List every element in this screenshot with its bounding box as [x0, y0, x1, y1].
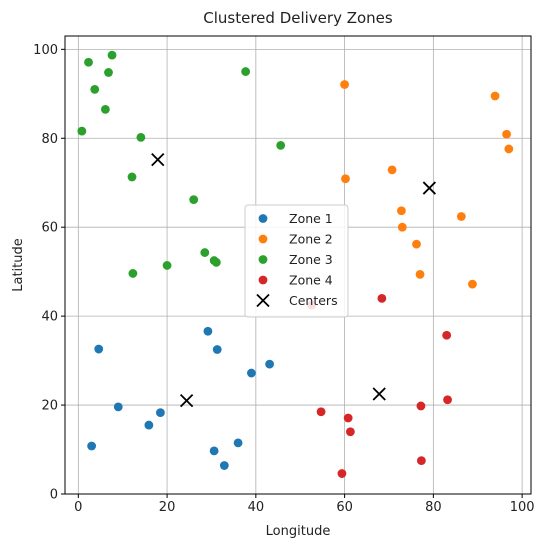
y-axis-label: Latitude	[11, 238, 26, 292]
zone-2-point	[340, 80, 349, 89]
series-zone-3	[77, 50, 286, 278]
marks-layer	[77, 50, 514, 478]
y-tick-label: 40	[41, 310, 58, 325]
zone-1-point	[265, 359, 274, 369]
legend-label-zone-3: Zone 3	[289, 252, 333, 267]
x-tick-label: 0	[74, 500, 82, 515]
x-tick-label: 80	[425, 500, 442, 515]
zone-4-point	[343, 413, 353, 423]
zone-2-point	[397, 222, 407, 232]
zone-1-point	[94, 344, 104, 354]
series-zone-1	[87, 326, 274, 470]
zone-4-point	[377, 293, 387, 303]
zone-4-point	[443, 395, 452, 405]
zone-1-point	[247, 368, 256, 378]
x-tick-label: 20	[159, 500, 176, 515]
zone-1-point	[233, 438, 243, 448]
legend-label-zone-2: Zone 2	[289, 232, 333, 247]
zone-2-point	[387, 165, 397, 175]
y-tick-label: 80	[41, 132, 58, 147]
zone-3-point	[241, 67, 251, 76]
centers-point-stroke	[151, 152, 165, 167]
legend-label-zone-4: Zone 4	[289, 273, 333, 288]
zone-1-point	[156, 408, 165, 418]
zone-2-point	[468, 279, 477, 289]
zone-2-point	[412, 239, 421, 249]
series-zone-2	[340, 80, 514, 289]
centers-point-stroke	[372, 387, 386, 401]
legend-marker-centers	[256, 293, 270, 308]
zone-3-point	[276, 140, 286, 150]
y-tick-label: 100	[33, 43, 58, 58]
zone-1-point	[87, 441, 97, 451]
legend-marker-zone-1	[258, 214, 268, 223]
centers-point	[151, 152, 165, 167]
centers-point	[372, 387, 386, 401]
zone-3-point	[77, 126, 87, 136]
zone-1-point	[144, 420, 154, 430]
zone-1-point	[212, 345, 222, 354]
y-tick-label: 60	[41, 221, 58, 236]
zone-4-point	[416, 401, 426, 411]
centers-point-stroke	[179, 393, 194, 408]
zone-3-point	[136, 132, 146, 142]
x-tick-label: 40	[248, 500, 265, 515]
legend-box	[244, 204, 349, 318]
centers-point-stroke	[422, 181, 437, 195]
zone-3-point	[128, 269, 138, 278]
zone-3-point	[104, 68, 113, 77]
zone-3-point	[211, 257, 221, 267]
y-tick-label: 20	[41, 399, 58, 414]
zone-2-point	[397, 206, 406, 216]
series-centers	[151, 152, 437, 408]
legend-label-centers: Centers	[289, 293, 338, 308]
zone-4-point	[316, 407, 326, 417]
zone-3-point	[162, 261, 172, 270]
zone-4-point	[345, 427, 355, 437]
zone-1-point	[203, 326, 213, 336]
legend-marker-zone-3	[258, 255, 268, 264]
zone-1-point	[113, 402, 123, 412]
zone-3-point	[100, 104, 110, 114]
zone-2-point	[504, 144, 514, 154]
x-tick-label: 60	[336, 500, 353, 515]
series-zone-4	[307, 293, 452, 478]
zone-1-point	[219, 461, 229, 470]
legend: Zone 1 Zone 2 Zone 3 Zone 4 Centers	[244, 204, 349, 318]
chart-title: Clustered Delivery Zones	[203, 9, 393, 27]
centers-point	[179, 393, 194, 408]
zone-1-point	[209, 446, 219, 456]
zone-4-point	[337, 469, 347, 478]
x-tick-label: 100	[510, 500, 535, 515]
zone-3-point	[127, 172, 137, 182]
centers-point	[422, 181, 437, 195]
zone-2-point	[415, 269, 425, 279]
legend-marker-zone-4	[258, 275, 268, 285]
zone-4-point	[442, 330, 452, 340]
zone-2-point	[456, 212, 466, 221]
x-axis-label: Longitude	[266, 524, 331, 539]
legend-marker-centers-stroke	[256, 293, 270, 308]
legend-marker-zone-2	[258, 234, 268, 244]
y-tick-label: 0	[50, 488, 58, 503]
zone-2-point	[502, 129, 511, 139]
zone-4-point	[416, 456, 426, 466]
zone-2-point	[341, 174, 350, 184]
zone-3-point	[90, 84, 100, 94]
zone-3-point	[84, 57, 93, 67]
zone-2-point	[490, 91, 500, 101]
zone-3-point	[200, 248, 210, 257]
zone-3-point	[189, 195, 199, 205]
plot-frame	[64, 35, 532, 495]
zone-3-point	[107, 50, 117, 60]
ticks-layer: 0 20 40 60 80 100 0 20 40 60 80 100	[33, 43, 534, 515]
legend-label-zone-1: Zone 1	[289, 211, 333, 226]
